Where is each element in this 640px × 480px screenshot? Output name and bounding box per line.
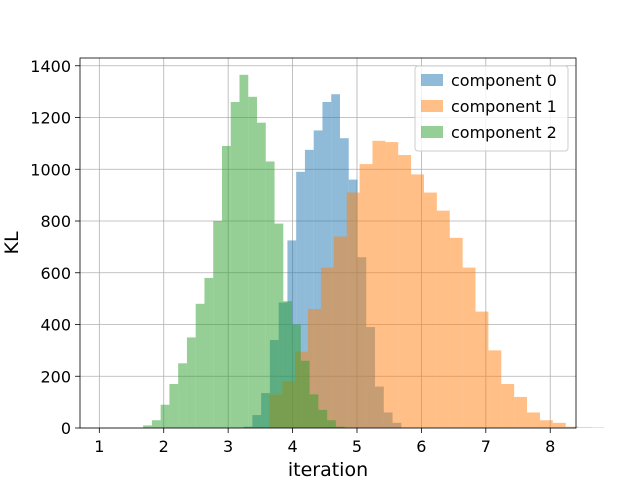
histogram-bar <box>204 277 214 428</box>
histogram-bar <box>552 422 566 428</box>
histogram-bar <box>169 384 179 428</box>
histogram-bar <box>488 350 502 428</box>
legend-box <box>414 65 569 152</box>
histogram-bar <box>274 223 284 428</box>
histogram-bar <box>327 420 336 428</box>
legend: component 0 component 1 component 2 <box>414 65 569 152</box>
histogram-bar <box>304 149 314 428</box>
legend-label: component 2 <box>451 123 557 142</box>
x-tick-label: 2 <box>159 437 169 456</box>
histogram-bar <box>309 394 319 428</box>
histogram-bar <box>578 427 592 428</box>
legend-label: component 1 <box>451 97 557 116</box>
histogram-bar <box>257 122 266 429</box>
histogram-bar <box>333 236 347 428</box>
histogram-bar <box>318 409 328 428</box>
histogram-bar <box>213 221 222 428</box>
histogram-bar <box>265 161 275 428</box>
y-axis: 0 200 400 600 800 1000 1200 1400 <box>30 57 80 438</box>
x-tick-label: 7 <box>481 437 491 456</box>
histogram-bar <box>230 101 240 428</box>
histogram-bar <box>539 420 553 428</box>
histogram-bar <box>527 412 540 428</box>
histogram-bar <box>160 404 170 428</box>
histogram-bar <box>423 192 437 428</box>
x-axis: 1 2 3 4 5 6 7 8 <box>94 428 555 456</box>
y-tick-label: 0 <box>61 419 71 438</box>
x-tick-label: 8 <box>545 437 555 456</box>
histogram-bar <box>322 101 332 428</box>
histogram-bar <box>462 267 476 428</box>
legend-swatch <box>421 74 443 86</box>
y-axis-label: KL <box>1 231 23 254</box>
histogram-bar <box>449 237 463 428</box>
x-axis-label: iteration <box>288 459 368 480</box>
legend-swatch <box>421 126 443 138</box>
histogram-bar <box>239 74 249 429</box>
histogram-bar <box>436 210 450 428</box>
histogram-bars <box>143 74 605 429</box>
histogram-bar <box>320 267 334 428</box>
y-tick-label: 1200 <box>30 109 71 128</box>
histogram-bar <box>248 96 258 428</box>
x-tick-label: 6 <box>416 437 426 456</box>
histogram-bar <box>296 171 305 428</box>
y-tick-label: 600 <box>40 264 71 283</box>
x-tick-label: 1 <box>94 437 104 456</box>
series-2-bars <box>143 74 345 429</box>
histogram-bar <box>195 303 205 428</box>
y-tick-label: 1000 <box>30 160 71 179</box>
histogram-bar <box>186 337 196 428</box>
y-tick-label: 800 <box>40 212 71 231</box>
y-tick-label: 1400 <box>30 57 71 76</box>
histogram-bar <box>385 142 399 428</box>
histogram-bar <box>313 130 323 428</box>
y-tick-label: 200 <box>40 367 71 386</box>
histogram-bar <box>283 301 293 428</box>
histogram-bar <box>501 384 515 428</box>
histogram-bar <box>475 311 489 428</box>
histogram-bar <box>335 426 345 428</box>
histogram-bar <box>514 396 528 428</box>
histogram-bar <box>565 426 579 428</box>
y-tick-label: 400 <box>40 316 71 335</box>
histogram-bar <box>292 324 301 428</box>
histogram-bar <box>359 164 373 428</box>
histogram-bar <box>143 425 152 428</box>
histogram-bar <box>398 155 412 429</box>
histogram-bar <box>178 363 187 428</box>
x-tick-label: 5 <box>352 437 362 456</box>
histogram-bar <box>300 360 310 428</box>
legend-label: component 0 <box>451 71 557 90</box>
x-tick-label: 4 <box>287 437 297 456</box>
histogram-bar <box>346 192 360 428</box>
histogram-bar <box>411 174 424 428</box>
x-tick-label: 3 <box>223 437 233 456</box>
histogram-bar <box>221 145 231 428</box>
histogram-bar <box>151 420 161 428</box>
plot-frame <box>79 57 577 429</box>
legend-swatch <box>421 100 443 112</box>
histogram-bar <box>372 140 386 429</box>
histogram-bar <box>591 427 605 428</box>
